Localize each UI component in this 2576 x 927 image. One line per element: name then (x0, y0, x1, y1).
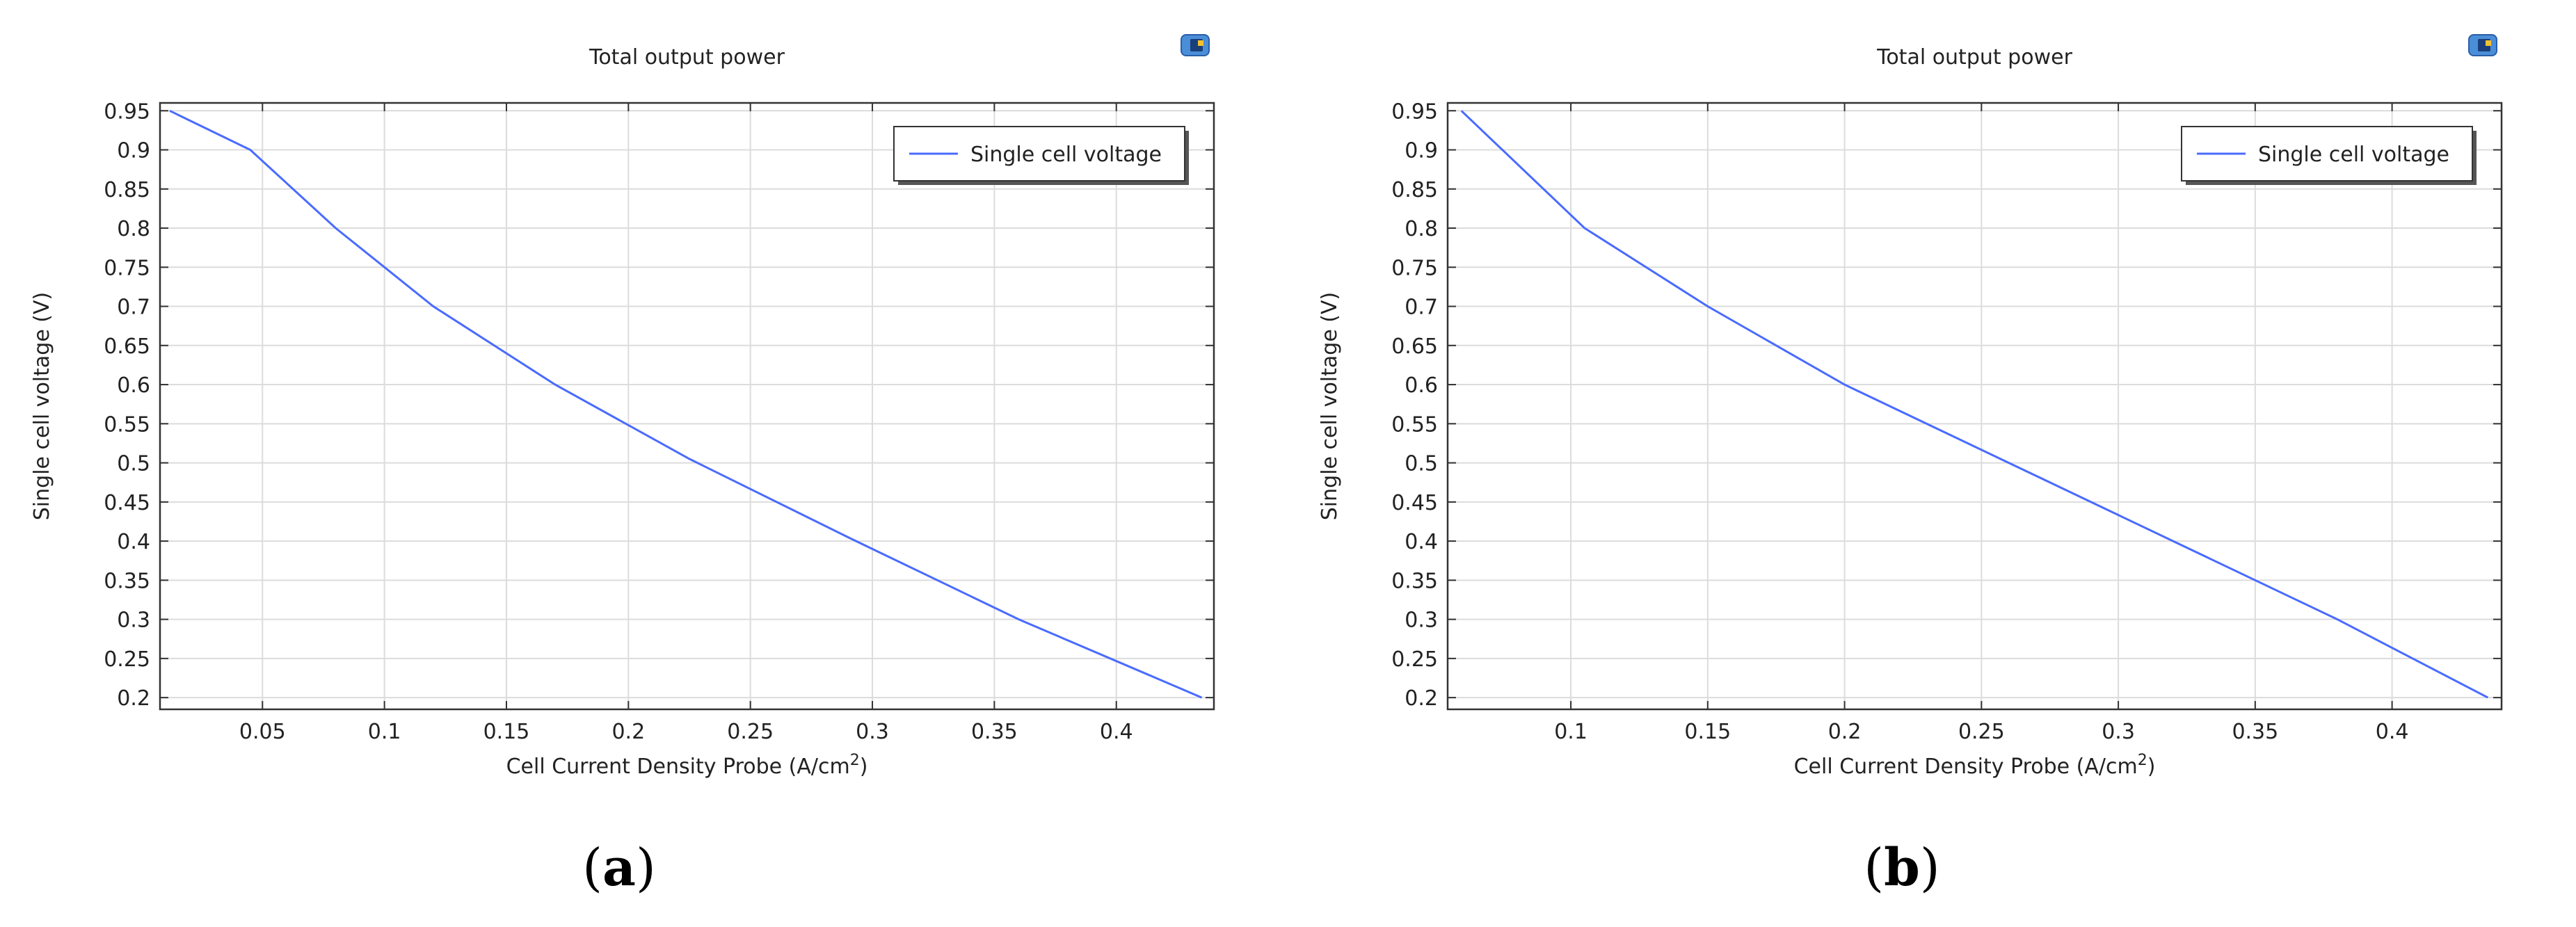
x-tick-label: 0.3 (856, 720, 889, 744)
legend-label: Single cell voltage (2258, 143, 2449, 167)
caption-letter-a: a (602, 838, 636, 898)
y-tick-label: 0.6 (1405, 373, 1438, 398)
y-tick-label: 0.8 (117, 217, 150, 241)
chart-a: Total output power 0.2 0.25 0.3 0.35 0.4 0.45 0… (30, 34, 1215, 779)
y-tick-label: 0.7 (117, 296, 150, 320)
y-tick-label: 0.35 (104, 569, 150, 593)
y-tick-label: 0.7 (1405, 296, 1438, 320)
x-tick-label: 0.15 (1684, 720, 1731, 744)
x-axis-label: Cell Current Density Probe (A/cm2) (506, 752, 868, 779)
y-tick-label: 0.6 (117, 373, 150, 398)
panel-b: Total output power 0.2 0.25 0.3 0.35 0.4 0.45 0… (1288, 0, 2575, 927)
plot-frame (1446, 102, 2503, 711)
toolbar-icon (2468, 34, 2497, 56)
chart-title: Total output power (589, 45, 785, 70)
x-tick-label: 0.4 (1100, 720, 1133, 744)
legend-label: Single cell voltage (970, 143, 1162, 167)
chart-b: Total output power 0.2 0.25 0.3 0.35 0.4 0.45 0… (1318, 34, 2503, 779)
y-tick-label: 0.3 (117, 608, 150, 633)
y-tick-label: 0.95 (1391, 99, 1438, 124)
x-tick-label: 0.05 (239, 720, 286, 744)
y-tick-label: 0.25 (1391, 647, 1438, 672)
x-tick-label: 0.1 (1554, 720, 1587, 744)
y-tick-label: 0.35 (1391, 569, 1438, 593)
x-tick-label: 0.25 (727, 720, 774, 744)
x-tick-label: 0.2 (611, 720, 645, 744)
x-tick-label: 0.25 (1958, 720, 2005, 744)
x-tick-label: 0.35 (971, 720, 1018, 744)
series-line (1460, 110, 2488, 699)
y-tick-label: 0.4 (117, 530, 150, 554)
y-tick-label: 0.45 (104, 491, 150, 515)
series-line (169, 109, 1203, 699)
y-tick-label: 0.85 (104, 178, 150, 202)
legend-box (893, 126, 1185, 182)
x-tick-label: 0.15 (483, 720, 530, 744)
x-tick-label: 0.1 (368, 720, 401, 744)
y-tick-label: 0.75 (1391, 256, 1438, 280)
toolbar-icon (1181, 34, 1210, 56)
y-tick-label: 0.85 (1391, 178, 1438, 202)
y-tick-label: 0.9 (117, 139, 150, 163)
x-axis-label: Cell Current Density Probe (A/cm2) (1794, 752, 2156, 779)
y-tick-label: 0.55 (1391, 412, 1438, 437)
y-tick-label: 0.55 (104, 412, 150, 437)
panel-a: Total output power 0.2 0.25 0.3 0.35 0.4 0.45 0… (30, 34, 1215, 898)
toolbar-icon-spot (2486, 40, 2491, 46)
toolbar-icon-spot (1198, 40, 1203, 46)
plot-frame (159, 102, 1215, 711)
y-tick-label: 0.3 (1405, 608, 1438, 633)
x-tick-label: 0.3 (2102, 720, 2135, 744)
y-tick-label: 0.95 (104, 99, 150, 124)
y-tick-label: 0.9 (1405, 139, 1438, 163)
caption-letter-b: b (1884, 838, 1920, 898)
caption-b: (b) (1864, 838, 1940, 898)
y-axis-label: Single cell voltage (V) (1318, 292, 1342, 520)
y-tick-label: 0.2 (117, 686, 150, 711)
y-tick-label: 0.8 (1405, 217, 1438, 241)
y-tick-label: 0.2 (1405, 686, 1438, 711)
y-tick-label: 0.4 (1405, 530, 1438, 554)
x-tick-label: 0.35 (2232, 720, 2278, 744)
y-tick-label: 0.5 (117, 452, 150, 476)
y-tick-label: 0.25 (104, 647, 150, 672)
y-tick-label: 0.5 (1405, 452, 1438, 476)
y-tick-label: 0.45 (1391, 491, 1438, 515)
y-axis-label: Single cell voltage (V) (30, 292, 54, 520)
y-tick-label: 0.65 (104, 334, 150, 359)
y-tick-label: 0.65 (1391, 334, 1438, 359)
chart-title: Total output power (1876, 45, 2072, 70)
x-tick-label: 0.4 (2376, 720, 2409, 744)
x-tick-label: 0.2 (1828, 720, 1862, 744)
y-tick-label: 0.75 (104, 256, 150, 280)
caption-a: (a) (582, 838, 656, 898)
